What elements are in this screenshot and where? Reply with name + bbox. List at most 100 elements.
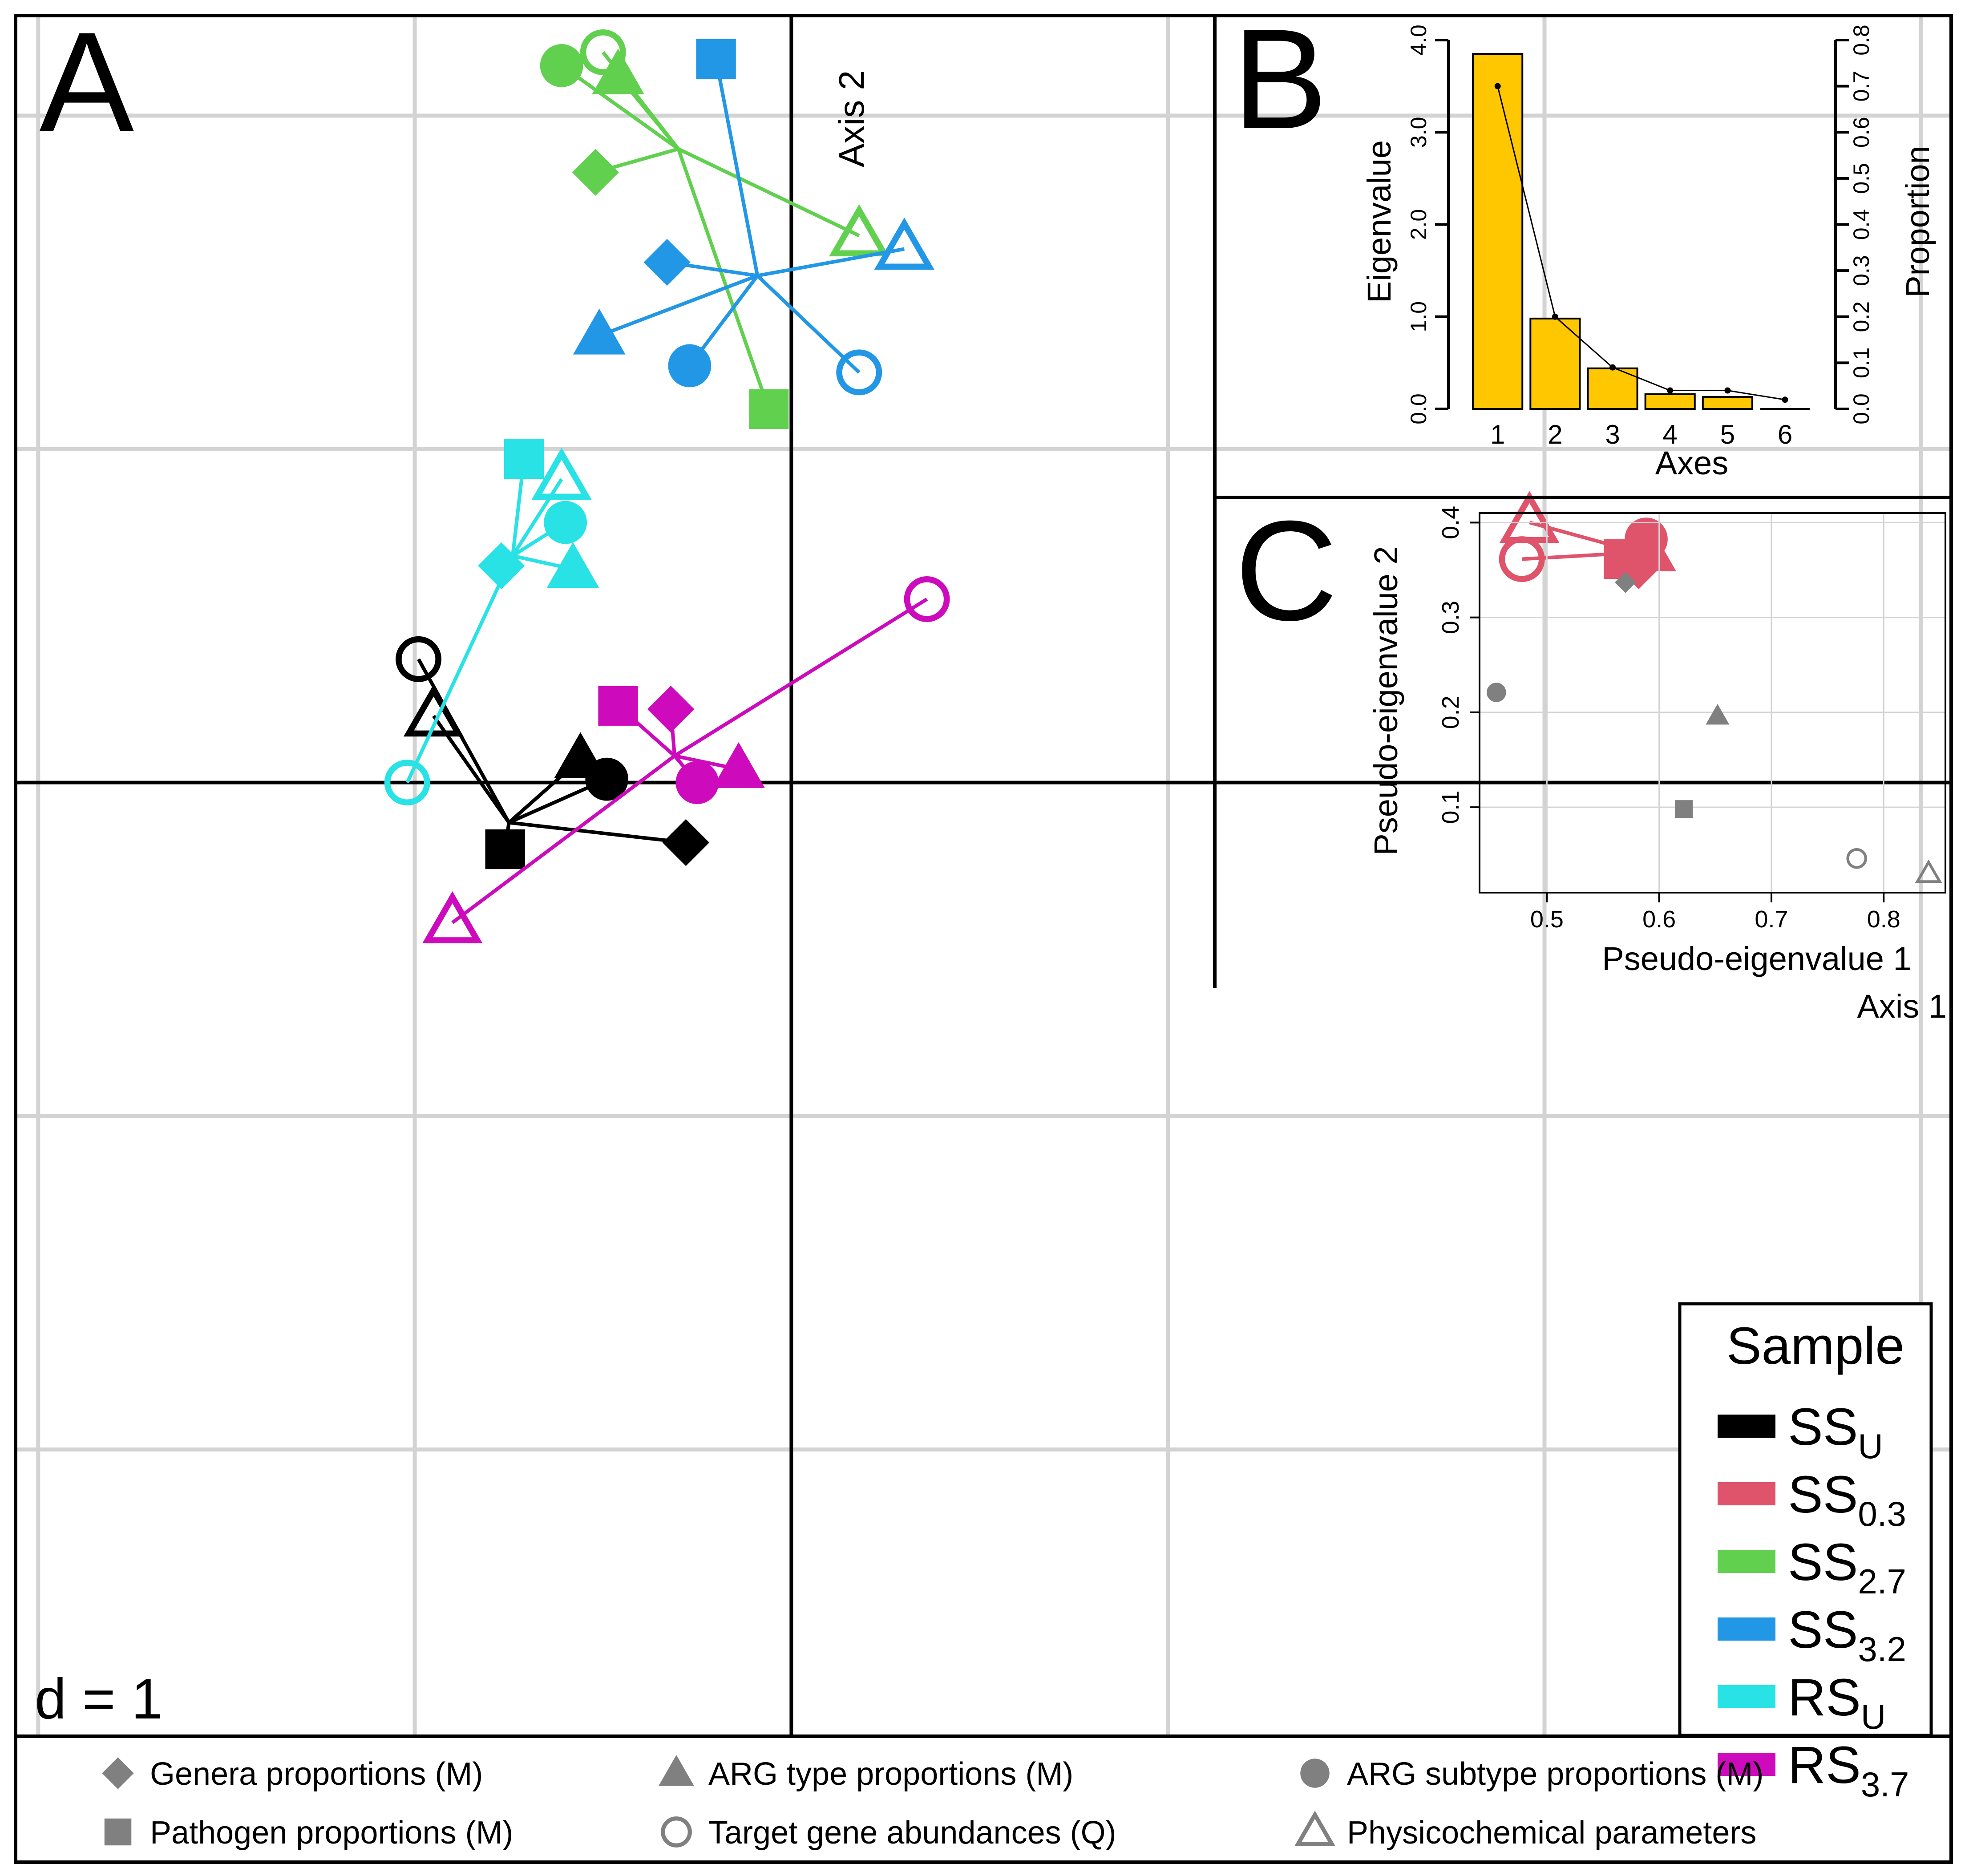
- point-ss_27-diamond: [572, 149, 619, 196]
- panel-b-y2-tick-label: 0.5: [1849, 163, 1874, 194]
- star-segment-ss_32-circle-open: [756, 274, 861, 374]
- marker-legend-item-diamond: Genera proportions (M): [102, 1756, 483, 1792]
- sample-legend-box: [1678, 1302, 1933, 1737]
- panel-b-y2-tick-label: 0.7: [1849, 71, 1874, 102]
- marker-legend-symbol-circle-filled: [1300, 1759, 1330, 1788]
- legend-label-ss_03: SS0.3: [1788, 1465, 1906, 1533]
- panel-c-point-triangle-open: [1915, 859, 1942, 883]
- legend-label-sub: U: [1861, 1697, 1886, 1736]
- legend-label-main: SS: [1788, 1533, 1858, 1592]
- proportion-point: [1494, 83, 1501, 89]
- legend-label-ss_32: SS3.2: [1788, 1601, 1906, 1669]
- legend-label-sub: 2.7: [1858, 1562, 1906, 1601]
- point-rs_u-circle-open: [384, 760, 430, 806]
- legend-label-main: RS: [1788, 1668, 1861, 1727]
- proportion-line: [1497, 86, 1785, 400]
- point-rs_37-diamond: [647, 686, 695, 733]
- legend-row-rs_u: RSU: [1718, 1668, 1886, 1736]
- panel-c-x-label: Pseudo-eigenvalue 1: [1602, 940, 1911, 977]
- panel-c-x-tick-label: 0.8: [1867, 906, 1900, 933]
- panel-b-y-tick-label: 0.0: [1406, 393, 1431, 425]
- panel-b-x-label: Axes: [1655, 445, 1729, 481]
- panel-b-x-tick-label: 6: [1778, 420, 1792, 449]
- panel-b-y2-tick-label: 0.4: [1849, 209, 1874, 240]
- legend-label-rs_37: RS3.7: [1788, 1736, 1909, 1804]
- legend-swatch-ss_u: [1718, 1415, 1775, 1438]
- panel-b-x-tick-label: 2: [1548, 420, 1562, 449]
- panel-c-y-tick-label: 0.1: [1437, 791, 1464, 824]
- star-segment-rs_37-circle-open: [673, 598, 928, 758]
- legend-row-rs_37: RS3.7: [1718, 1736, 1909, 1804]
- panel-b-y2-tick-label: 0.2: [1849, 301, 1874, 332]
- panel-c-point-circle-filled: [1487, 683, 1506, 702]
- point-ss_03-triangle-open: [1499, 491, 1560, 543]
- panel-c-y-tick-label: 0.4: [1437, 506, 1464, 539]
- legend-swatch-rs_u: [1718, 1685, 1775, 1708]
- panel-b-y-tick-label: 3.0: [1406, 117, 1431, 148]
- panel-b-y-tick-label: 2.0: [1406, 209, 1431, 240]
- panel-b-y-tick-label: 4.0: [1406, 24, 1431, 56]
- panel-a-axis-2-label: Axis 2: [832, 70, 871, 167]
- star-segment-ss_32-square: [714, 58, 760, 276]
- bar-axis-4: [1644, 393, 1696, 410]
- point-ss_32-triangle-open: [874, 217, 934, 270]
- series-rs_37: [422, 576, 950, 943]
- panel-c-label: C: [1235, 491, 1338, 650]
- marker-legend: Genera proportions (M) ARG type proportio…: [102, 1755, 1763, 1851]
- panel-b-y2-tick-label: 0.6: [1849, 117, 1874, 148]
- legend-label-main: SS: [1788, 1398, 1858, 1456]
- star-segment-ss_u-diamond: [509, 821, 686, 845]
- legend-label-ss_27: SS2.7: [1788, 1533, 1906, 1601]
- panel-frames: [14, 14, 1953, 1864]
- panel-c-y-label: Pseudo-eigenvalue 2: [1367, 546, 1404, 855]
- panel-b-x-tick-label: 5: [1720, 420, 1735, 449]
- panel-c-point-diamond: [1615, 571, 1636, 593]
- star-segment-ss_32-triangle-open: [757, 247, 905, 278]
- star-segment-rs_u-triangle-open: [511, 478, 563, 557]
- point-rs_u-circle-filled: [544, 501, 587, 544]
- marker-legend-label-circle-filled: ARG subtype proportions (M): [1347, 1756, 1763, 1792]
- point-ss_27-square: [748, 389, 789, 429]
- legend-label-sub: 3.2: [1858, 1629, 1906, 1669]
- panel-b-x-tick-label: 4: [1663, 420, 1678, 449]
- legend-swatch-ss_32: [1718, 1617, 1775, 1641]
- point-ss_u-square: [485, 829, 525, 869]
- proportion-point: [1782, 396, 1788, 403]
- marker-legend-symbol-triangle-filled: [659, 1755, 694, 1786]
- panel-b: B 0.01.02.03.04.00.00.10.20.30.40.50.60.…: [1233, 0, 1936, 481]
- point-ss_32-diamond: [643, 239, 691, 286]
- marker-legend-item-square: Pathogen proportions (M): [104, 1815, 513, 1851]
- panel-c-x-tick-label: 0.7: [1755, 906, 1788, 933]
- bar-axis-5: [1702, 396, 1753, 410]
- point-ss_u-circle-filled: [585, 757, 629, 801]
- point-rs_37-square: [598, 686, 638, 726]
- point-ss_27-triangle-open: [829, 204, 890, 257]
- marker-legend-label-triangle-open: Physicochemical parameters: [1347, 1815, 1756, 1851]
- panel-b-x-tick-label: 1: [1490, 420, 1505, 449]
- panel-b-chart: 0.0 1.0 2.0 3.0 4.0 0.0 0.1 0.2 0.3 0.4 0.5 0.6 0.7 0…: [1406, 24, 1874, 449]
- marker-legend-symbol-square: [104, 1818, 132, 1846]
- panel-a-axis-1-label: Axis 1: [1857, 988, 1947, 1025]
- legend-label-main: RS: [1788, 1736, 1861, 1795]
- legend-label-rs_u: RSU: [1788, 1668, 1886, 1736]
- point-rs_37-triangle-filled: [712, 742, 765, 788]
- proportion-point: [1609, 364, 1616, 371]
- legend-label-main: SS: [1788, 1465, 1858, 1524]
- marker-legend-label-triangle-filled: ARG type proportions (M): [708, 1756, 1073, 1792]
- point-ss_u-diamond: [662, 819, 710, 866]
- panel-a-axes: [16, 16, 1951, 1736]
- panel-c-point-circle-open: [1846, 848, 1867, 869]
- panel-c-chart: 0.5 0.6 0.7 0.8 0.1 0.2 0.3 0.4: [1437, 506, 1946, 933]
- series-ss_03: [1499, 491, 1676, 590]
- proportion-point: [1552, 313, 1558, 320]
- panel-a: Axis 2 Axis 1 A d = 1 Sample SSUSS0.3SS2…: [16, 2, 1951, 1804]
- marker-legend-item-triangle-filled: ARG type proportions (M): [659, 1755, 1073, 1792]
- sample-legend-title: Sample: [1726, 1317, 1904, 1375]
- marker-legend-label-diamond: Genera proportions (M): [150, 1756, 483, 1792]
- panel-a-series: [384, 29, 1676, 943]
- star-segment-ss_27-triangle-open: [677, 147, 860, 238]
- point-rs_37-triangle-open: [422, 891, 483, 943]
- proportion-point: [1724, 387, 1731, 394]
- panel-b-y2-tick-label: 0.1: [1849, 348, 1874, 379]
- legend-swatch-ss_27: [1718, 1550, 1775, 1573]
